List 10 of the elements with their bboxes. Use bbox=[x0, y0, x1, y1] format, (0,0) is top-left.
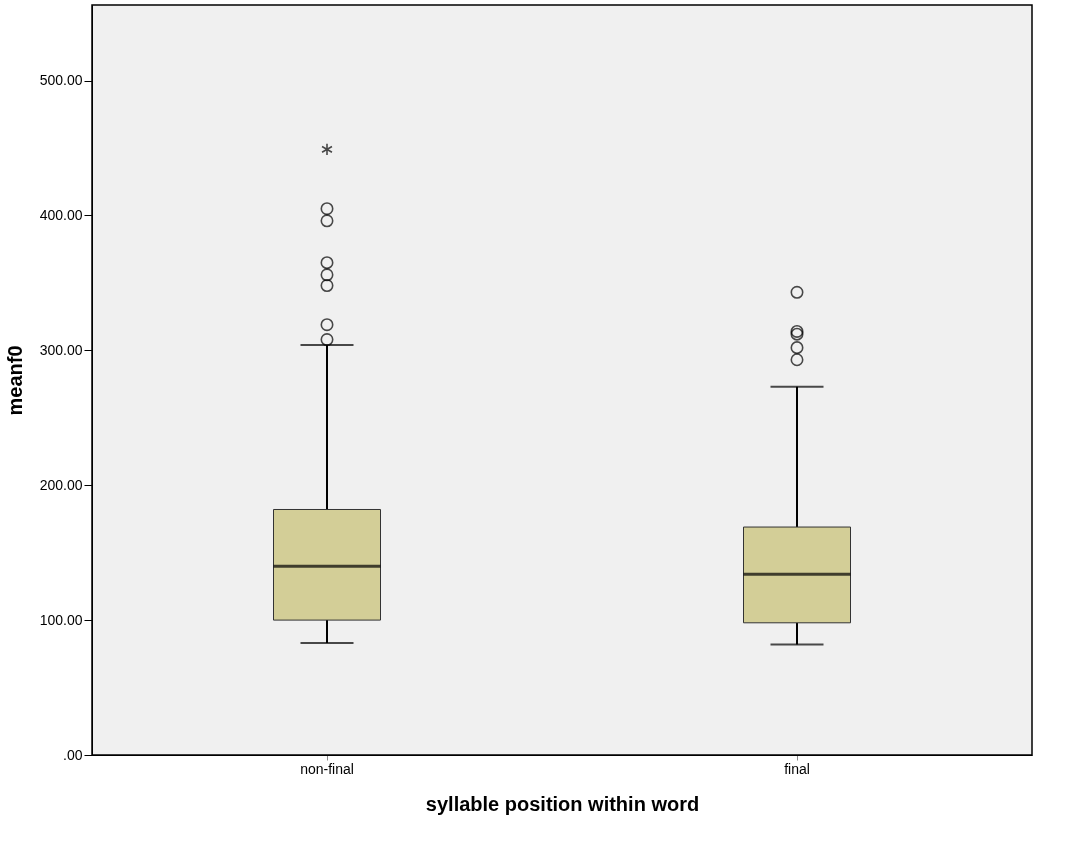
y-axis-title: meanf0 bbox=[3, 345, 26, 416]
y-tick-label: 300.00 bbox=[39, 341, 83, 358]
x-tick-label: non-final bbox=[300, 760, 354, 777]
y-tick-label: 100.00 bbox=[39, 611, 83, 628]
x-axis-title: syllable position within word bbox=[425, 792, 700, 815]
x-tick-label: final bbox=[784, 760, 810, 777]
y-tick-label: 200.00 bbox=[39, 476, 83, 493]
y-tick-label: .00 bbox=[63, 746, 83, 763]
y-tick-label: 400.00 bbox=[39, 206, 83, 223]
y-tick-label: 500.00 bbox=[39, 72, 83, 89]
